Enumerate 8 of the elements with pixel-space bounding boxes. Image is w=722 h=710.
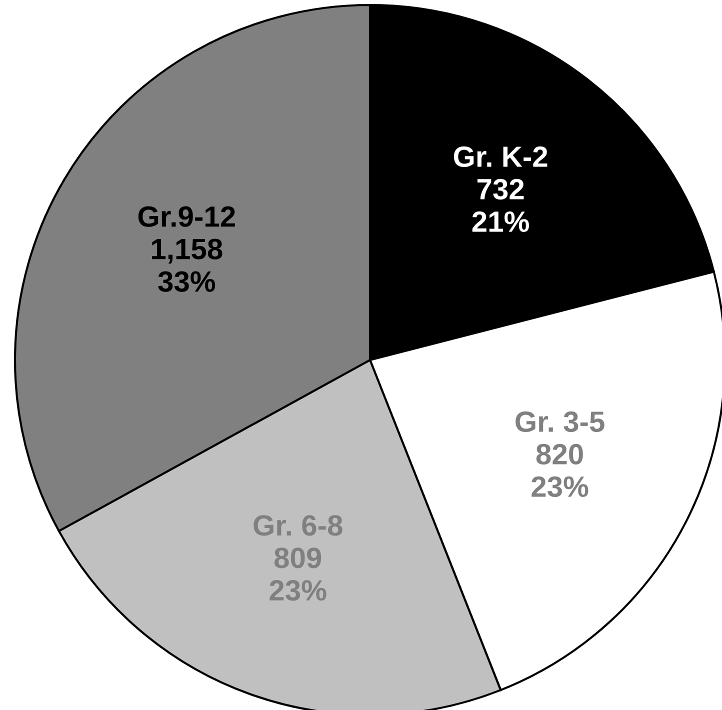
slice-label: Gr. 3-5 [516,411,604,432]
data-label: 820 23% [532,444,588,498]
data-label: 1,158 33% [152,238,222,292]
slice-label: Gr. K-2 [454,146,548,168]
slice-label: Gr.9-12 [138,206,235,227]
data-label: 732 21% [472,178,529,232]
data-label: 809 23% [270,548,326,601]
slice-label: Gr. 6-8 [254,515,342,536]
